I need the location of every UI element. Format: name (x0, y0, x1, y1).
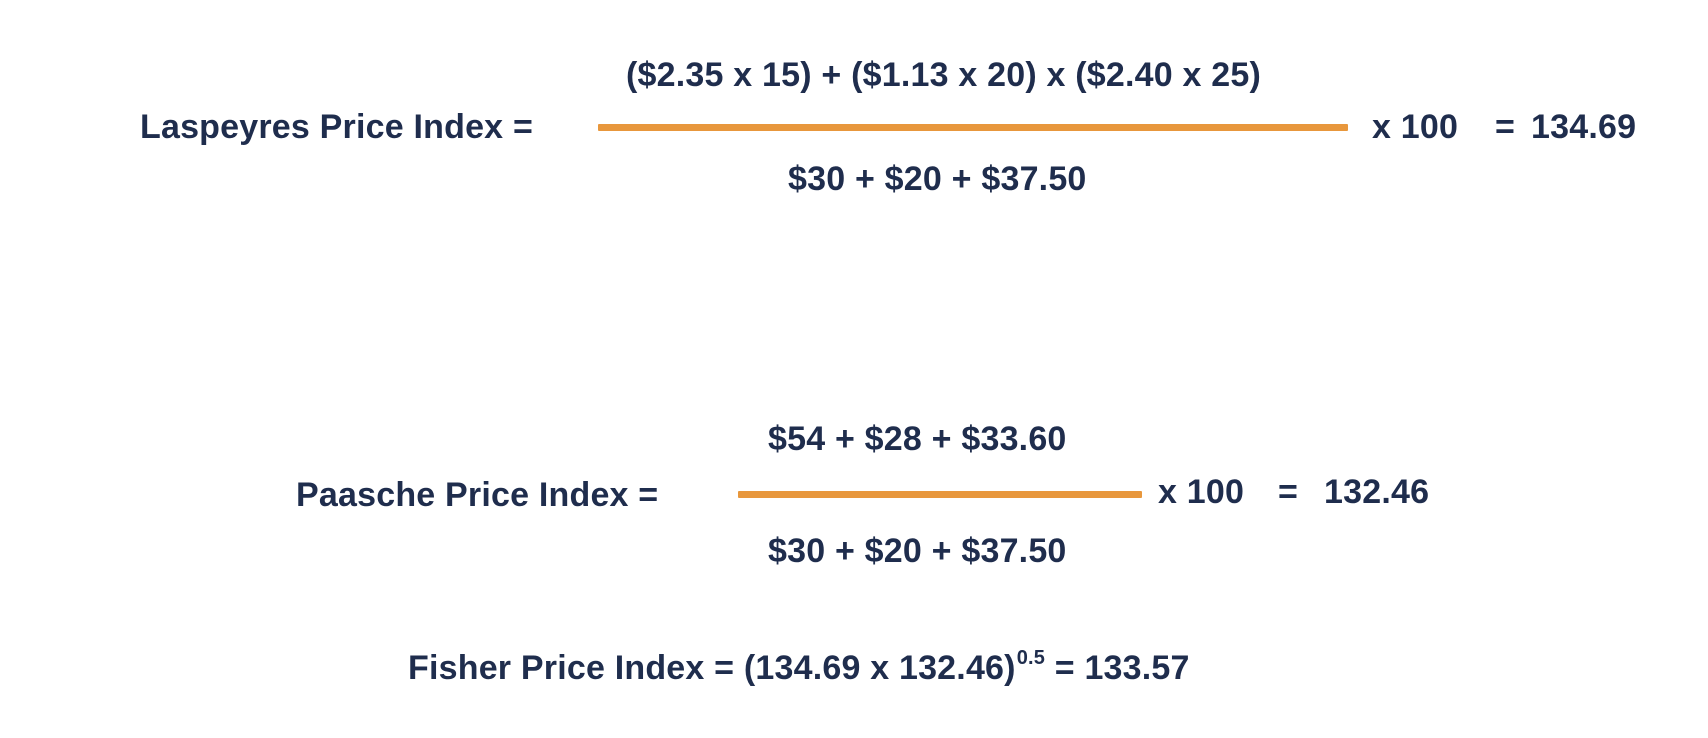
paasche-multiplier: x 100 (1158, 473, 1245, 511)
laspeyres-numerator: ($2.35 x 15) + ($1.13 x 20) x ($2.40 x 2… (626, 56, 1261, 94)
paasche-label: Paasche Price Index = (296, 476, 659, 514)
paasche-denominator: $30 + $20 + $37.50 (768, 532, 1067, 570)
paasche-fraction-bar (738, 491, 1142, 498)
fisher-exponent: 0.5 (1016, 647, 1046, 669)
paasche-numerator: $54 + $28 + $33.60 (768, 420, 1067, 458)
paasche-equals: = (1278, 473, 1299, 511)
laspeyres-label: Laspeyres Price Index = (140, 108, 533, 146)
laspeyres-equals: = (1495, 108, 1516, 146)
fisher-result: = 133.57 (1054, 649, 1190, 687)
fisher-formula: Fisher Price Index = (134.69 x 132.46)0.… (408, 648, 1190, 685)
laspeyres-denominator: $30 + $20 + $37.50 (788, 160, 1087, 198)
laspeyres-result: 134.69 (1531, 108, 1637, 146)
laspeyres-fraction-bar (598, 124, 1348, 131)
fisher-expression: Fisher Price Index = (134.69 x 132.46) (408, 649, 1016, 687)
laspeyres-multiplier: x 100 (1372, 108, 1459, 146)
paasche-result: 132.46 (1324, 473, 1430, 511)
